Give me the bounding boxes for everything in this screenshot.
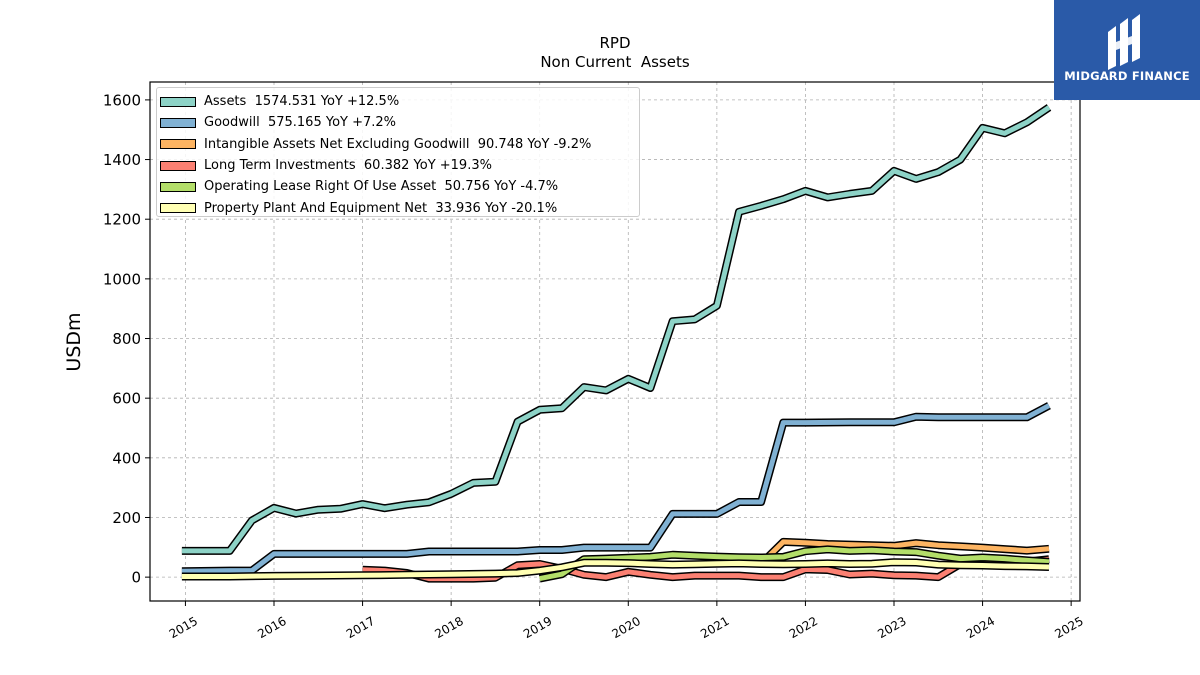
legend-item: Long Term Investments 60.382 YoY +19.3%: [157, 155, 639, 176]
x-tick-label: 2024: [964, 614, 997, 641]
y-tick-label: 1000: [103, 270, 141, 288]
legend: Assets 1574.531 YoY +12.5% Goodwill 575.1…: [156, 87, 640, 217]
y-tick-label: 800: [112, 330, 141, 348]
series-line-3: [759, 539, 1050, 566]
x-tick-label: 2016: [255, 614, 288, 641]
series-line-2: [181, 403, 1051, 574]
x-tick-label: 2025: [1052, 614, 1085, 641]
legend-item: Intangible Assets Net Excluding Goodwill…: [157, 134, 639, 155]
legend-label: Goodwill 575.165 YoY +7.2%: [204, 115, 397, 131]
series-line-5: [539, 546, 1050, 582]
x-tick-label: 2019: [521, 614, 554, 641]
series-line-4: [362, 556, 1050, 582]
legend-swatch: [160, 181, 196, 192]
chart-title: RPD: [599, 34, 630, 52]
x-tick-label: 2018: [432, 614, 465, 641]
legend-swatch: [160, 139, 196, 150]
y-tick-label: 600: [112, 390, 141, 408]
y-axis-ticks: 0 200 400 600 800 1000 1200 1400 1600: [103, 91, 150, 587]
legend-label: Assets 1574.531 YoY +12.5%: [204, 94, 400, 110]
plot-area: [181, 104, 1052, 583]
chart-subtitle: Non Current Assets: [540, 53, 690, 71]
series-line-6: [181, 559, 1050, 579]
x-tick-label: 2022: [787, 614, 820, 641]
x-tick-label: 2023: [875, 614, 908, 641]
x-axis-ticks: 2015 2016 2017 2018 2019 2020 2021 2022 2023 2024…: [167, 601, 1086, 641]
y-axis-label: USDm: [63, 312, 85, 371]
legend-label: Property Plant And Equipment Net 33.936 …: [204, 200, 558, 216]
plot-frame: [149, 81, 1081, 602]
y-tick-label: 1200: [103, 211, 141, 229]
legend-item: Property Plant And Equipment Net 33.936 …: [157, 197, 639, 218]
x-tick-label: 2017: [344, 614, 377, 641]
midgard-finance-logo: MIDGARD FINANCE: [1054, 0, 1200, 100]
legend-label: Long Term Investments 60.382 YoY +19.3%: [204, 158, 492, 174]
legend-swatch: [160, 96, 196, 107]
legend-item: Assets 1574.531 YoY +12.5%: [157, 91, 639, 112]
y-tick-label: 1400: [103, 151, 141, 169]
y-tick-label: 1600: [103, 91, 141, 109]
y-tick-label: 0: [131, 569, 141, 587]
legend-label: Operating Lease Right Of Use Asset 50.75…: [204, 179, 559, 195]
legend-swatch: [160, 203, 196, 214]
legend-item: Goodwill 575.165 YoY +7.2%: [157, 112, 639, 133]
legend-swatch: [160, 117, 196, 128]
legend-item: Operating Lease Right Of Use Asset 50.75…: [157, 176, 639, 197]
logo-text: MIDGARD FINANCE: [1064, 69, 1190, 83]
x-tick-label: 2021: [698, 614, 731, 641]
y-tick-label: 400: [112, 449, 141, 467]
legend-label: Intangible Assets Net Excluding Goodwill…: [204, 136, 592, 152]
x-tick-label: 2020: [610, 614, 643, 641]
series-line-1: [181, 105, 1051, 554]
legend-swatch: [160, 160, 196, 171]
y-tick-label: 200: [112, 509, 141, 527]
logo-mark-icon: [1108, 14, 1140, 70]
x-tick-label: 2015: [167, 614, 200, 641]
